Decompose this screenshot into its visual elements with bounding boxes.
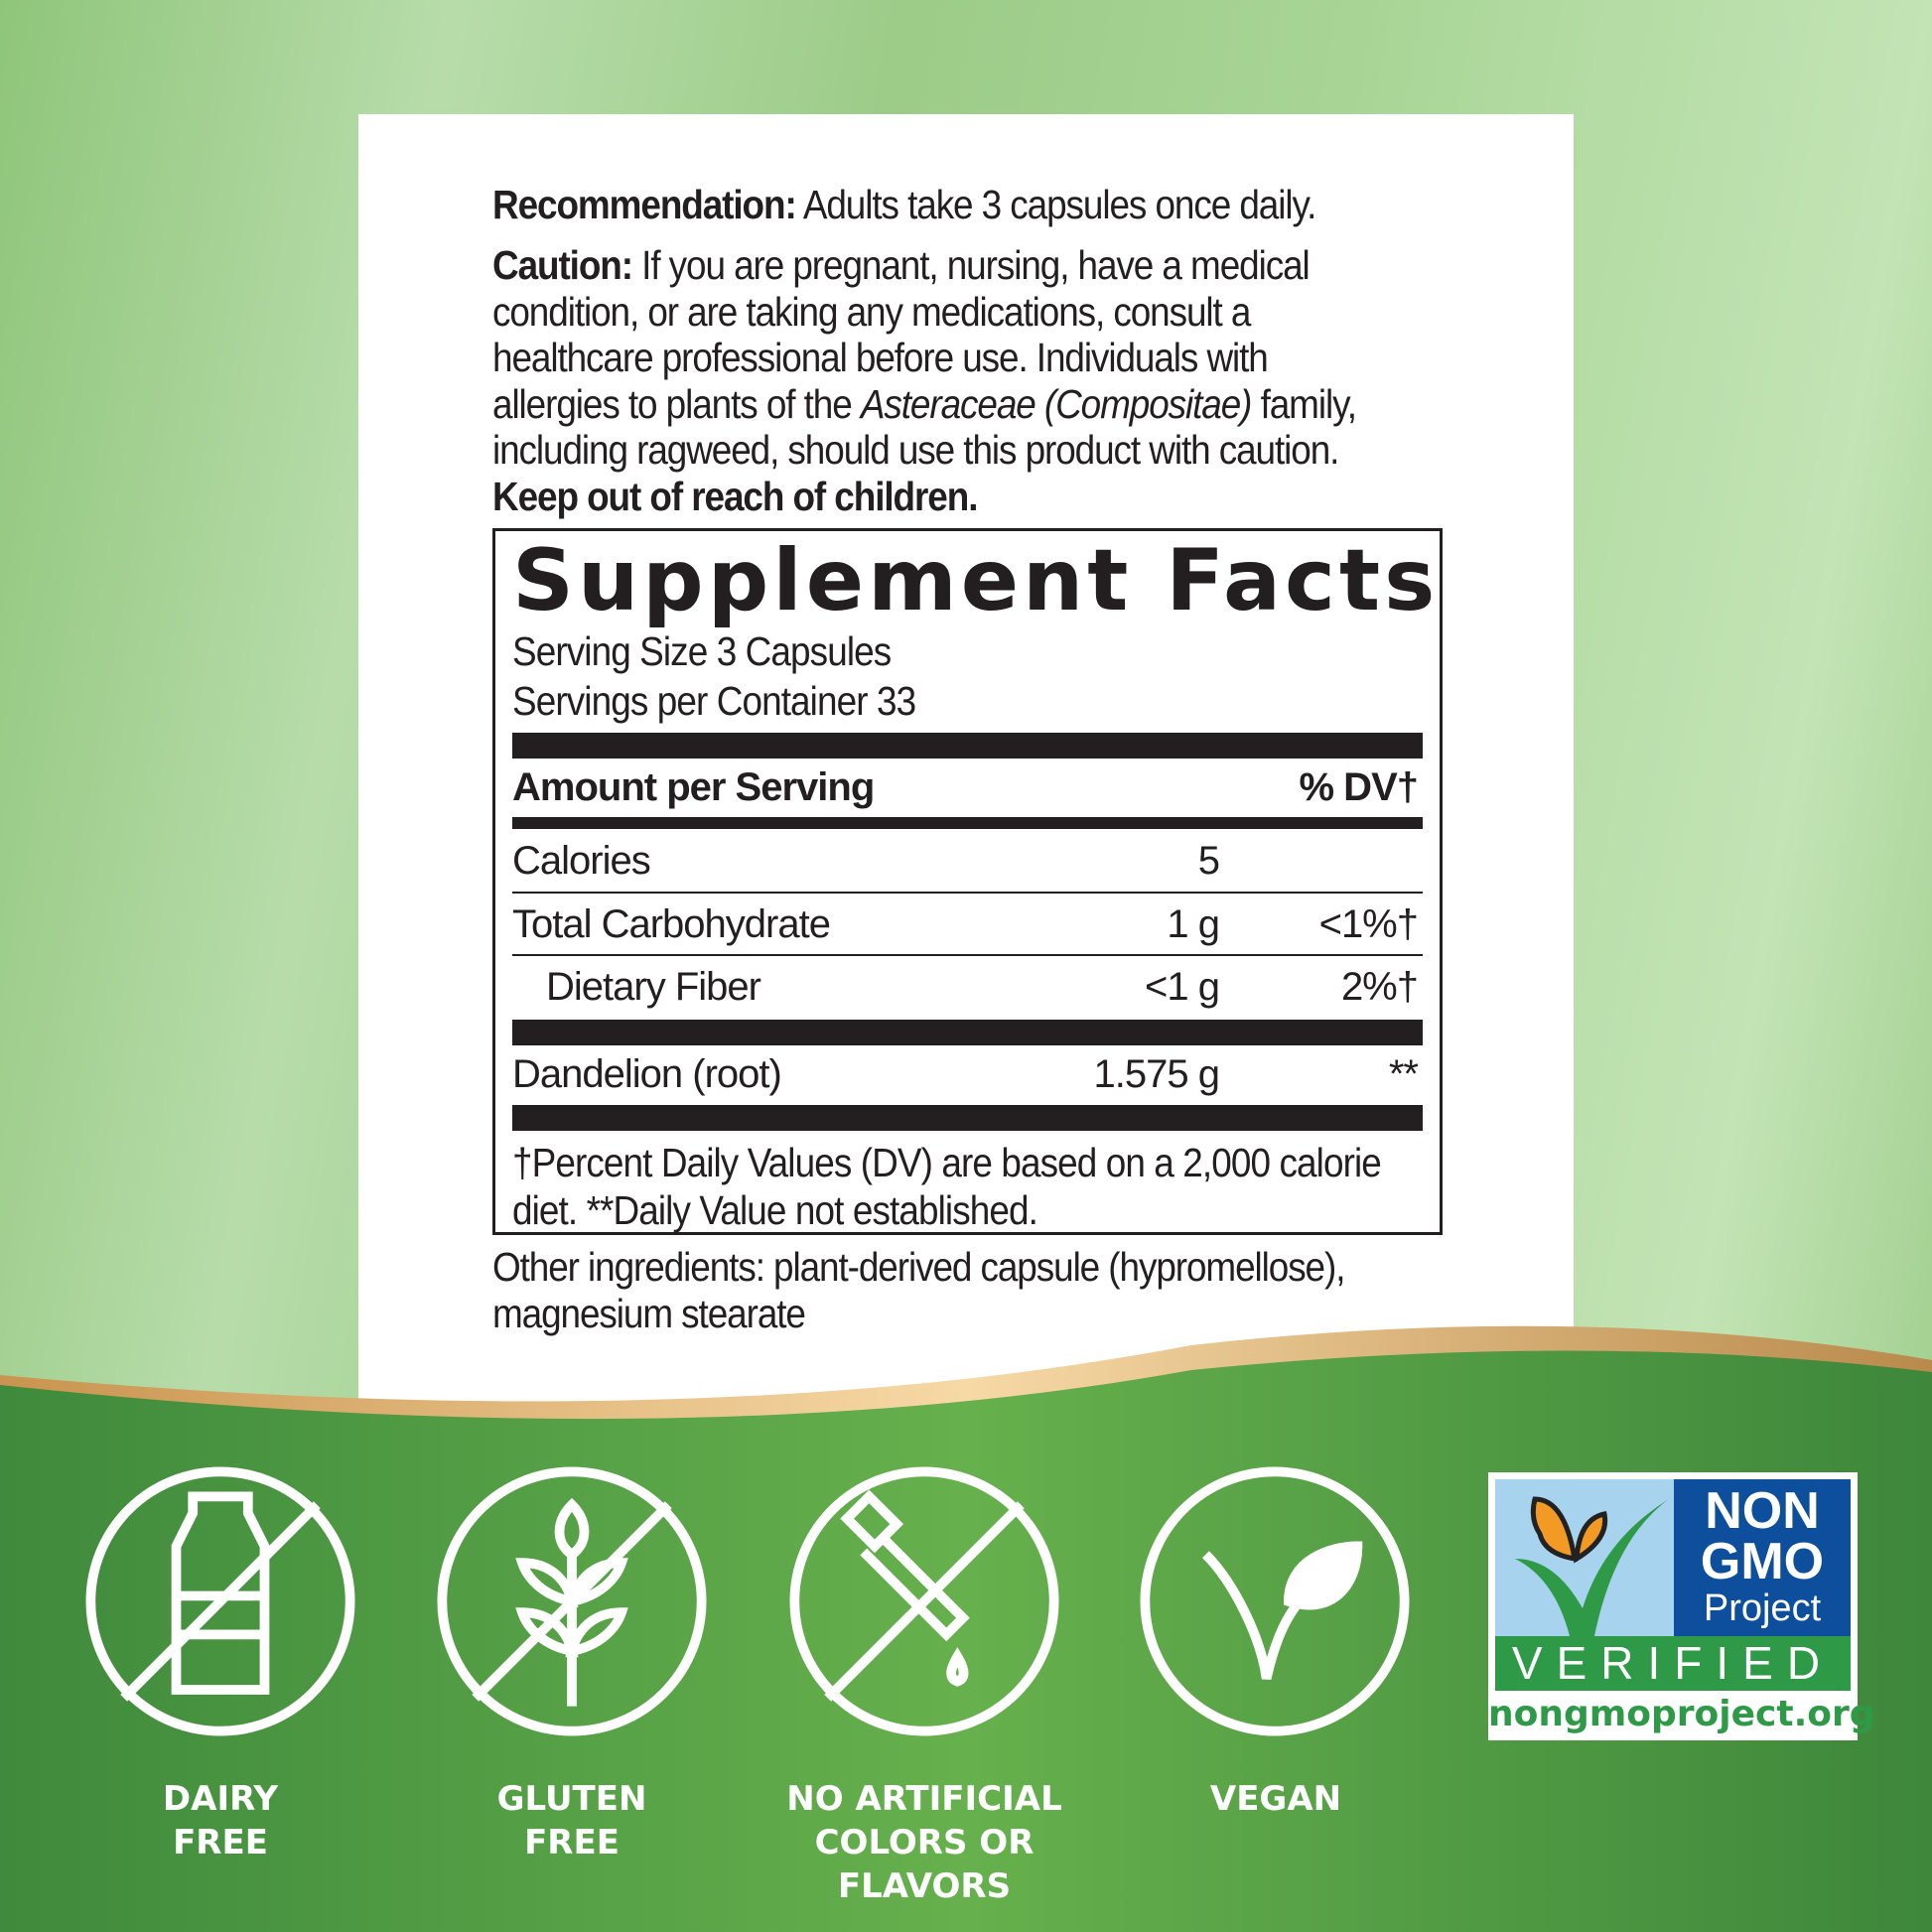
servings-per-container: Servings per Container 33 (512, 678, 916, 724)
serving-size: Serving Size 3 Capsules (512, 628, 892, 674)
badge-dairy-free: DAIRY FREE (162, 1779, 279, 1863)
badge-vegan: VEGAN (1209, 1779, 1342, 1819)
divider-thick (512, 1020, 1423, 1045)
divider (512, 954, 1423, 956)
supplement-facts-panel: Supplement Facts Serving Size 3 Capsules… (492, 528, 1443, 1235)
no-dairy-icon (85, 1466, 355, 1736)
table-row: Dandelion (root) 1.575 g ** (512, 1052, 1419, 1096)
keep-out-warning: Keep out of reach of children. (492, 473, 978, 519)
caution: Caution: If you are pregnant, nursing, h… (492, 242, 1357, 519)
logo-url: nongmoproject.org (1488, 1694, 1875, 1734)
divider-medium (512, 817, 1423, 829)
other-ingredients: Other ingredients: plant-derived capsule… (492, 1244, 1345, 1336)
divider-thick (512, 733, 1423, 759)
header-row: Amount per Serving% DV† (512, 765, 1419, 809)
badge-gluten-free: GLUTEN FREE (496, 1779, 647, 1863)
divider-thick (512, 1105, 1423, 1131)
table-row: Calories 5 (512, 839, 1220, 883)
logo-blue-panel: NON GMO Project (1674, 1479, 1851, 1636)
non-gmo-project-logo: NON GMO Project VERIFIED nongmoproject.o… (1488, 1472, 1875, 1740)
green-wave-band (0, 1325, 1932, 1932)
butterfly-checkmark-icon (1515, 1496, 1669, 1636)
label-card (358, 114, 1574, 1405)
footnote: †Percent Daily Values (DV) are based on … (512, 1140, 1382, 1233)
logo-verified: VERIFIED (1495, 1636, 1851, 1691)
leaf-icon (1140, 1466, 1410, 1736)
table-row: Dietary Fiber <1 g 2%† (546, 965, 1419, 1009)
divider (512, 892, 1423, 894)
table-row: Total Carbohydrate 1 g <1%† (512, 902, 1419, 946)
no-gluten-icon (437, 1466, 707, 1736)
supplement-facts-title: Supplement Facts (512, 531, 1440, 630)
logo-sky (1495, 1479, 1674, 1636)
no-dropper-icon (789, 1466, 1059, 1736)
recommendation: Recommendation: Adults take 3 capsules o… (492, 182, 1316, 227)
badge-no-artificial: NO ARTIFICIAL COLORS OR FLAVORS (786, 1779, 1062, 1906)
